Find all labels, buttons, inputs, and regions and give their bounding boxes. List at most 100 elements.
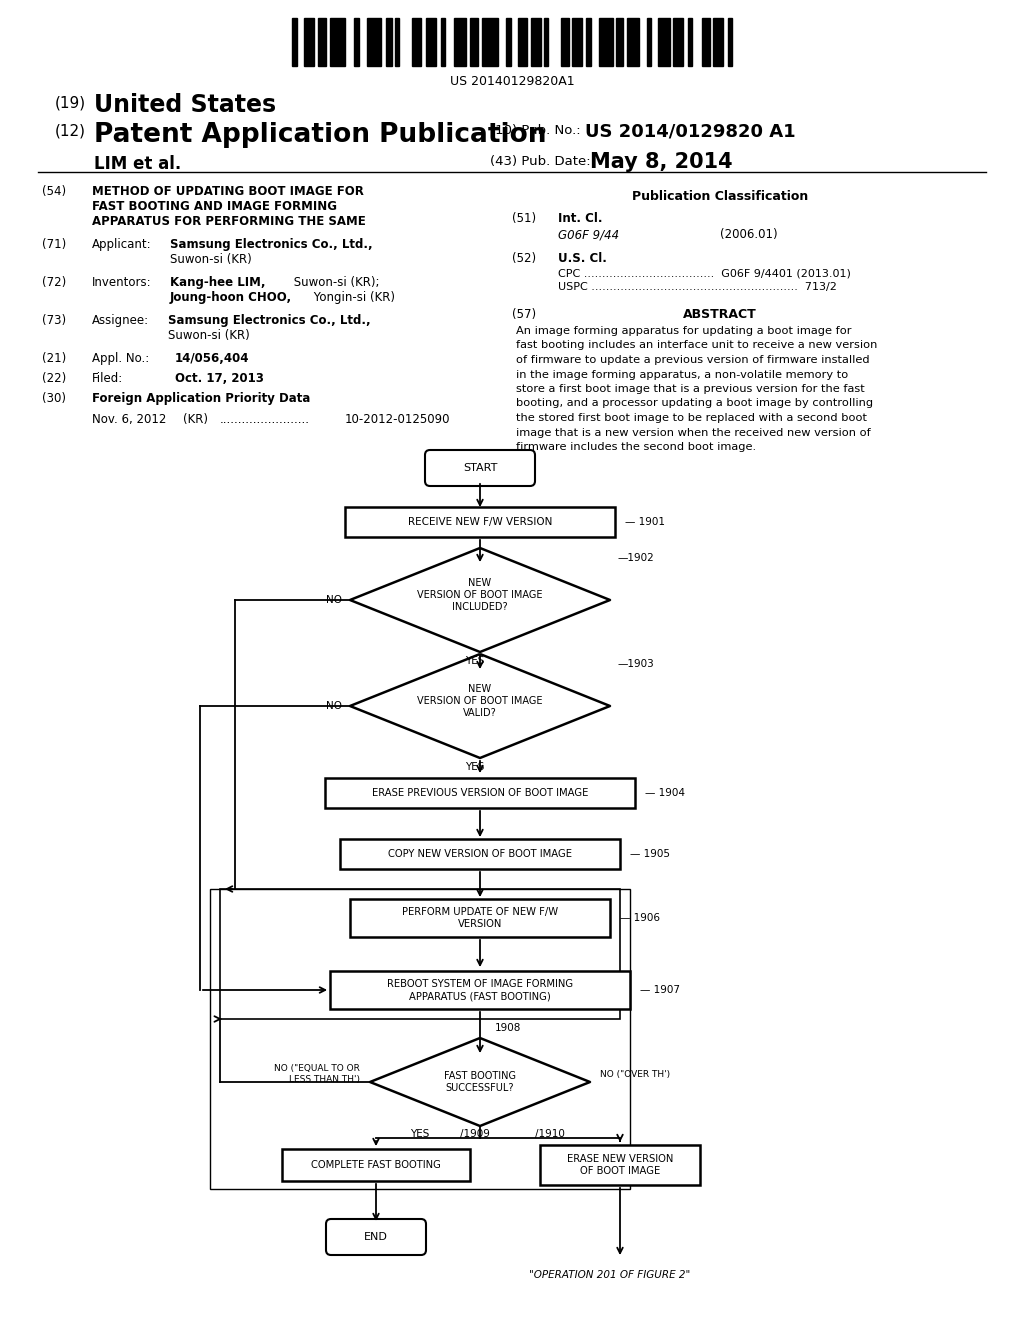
Text: Joung-hoon CHOO,: Joung-hoon CHOO,: [170, 290, 292, 304]
Text: fast booting includes an interface unit to receive a new version: fast booting includes an interface unit …: [516, 341, 878, 351]
Bar: [599, 18, 613, 66]
Text: NEW
VERSION OF BOOT IMAGE
INCLUDED?: NEW VERSION OF BOOT IMAGE INCLUDED?: [417, 578, 543, 612]
Text: NO ("OVER TH'): NO ("OVER TH'): [600, 1069, 670, 1078]
Text: Publication Classification: Publication Classification: [632, 190, 808, 203]
Text: 1908: 1908: [495, 1023, 521, 1034]
Bar: [714, 18, 723, 66]
Text: FAST BOOTING
SUCCESSFUL?: FAST BOOTING SUCCESSFUL?: [444, 1071, 516, 1093]
FancyBboxPatch shape: [330, 972, 630, 1008]
Text: YES: YES: [465, 762, 484, 772]
Bar: [292, 18, 297, 66]
Text: REBOOT SYSTEM OF IMAGE FORMING
APPARATUS (FAST BOOTING): REBOOT SYSTEM OF IMAGE FORMING APPARATUS…: [387, 979, 573, 1001]
Bar: [616, 18, 624, 66]
Text: — 1901: — 1901: [625, 517, 665, 527]
Text: 14/056,404: 14/056,404: [175, 352, 250, 366]
Text: firmware includes the second boot image.: firmware includes the second boot image.: [516, 442, 756, 451]
Text: —1903: —1903: [618, 659, 654, 669]
Bar: [482, 18, 498, 66]
Text: CPC ....................................  G06F 9/4401 (2013.01): CPC ....................................…: [558, 268, 851, 279]
Text: LIM et al.: LIM et al.: [94, 154, 181, 173]
Text: (57): (57): [512, 308, 537, 321]
Text: RECEIVE NEW F/W VERSION: RECEIVE NEW F/W VERSION: [408, 517, 552, 527]
Text: Samsung Electronics Co., Ltd.,: Samsung Electronics Co., Ltd.,: [170, 238, 373, 251]
Bar: [627, 18, 639, 66]
Text: Filed:: Filed:: [92, 372, 123, 385]
Text: START: START: [463, 463, 498, 473]
Text: Suwon-si (KR);: Suwon-si (KR);: [290, 276, 380, 289]
Bar: [687, 18, 692, 66]
Text: U.S. Cl.: U.S. Cl.: [558, 252, 607, 265]
Text: US 20140129820A1: US 20140129820A1: [450, 75, 574, 88]
Text: APPARATUS FOR PERFORMING THE SAME: APPARATUS FOR PERFORMING THE SAME: [92, 215, 366, 228]
Bar: [544, 18, 548, 66]
Text: image that is a new version when the received new version of: image that is a new version when the rec…: [516, 428, 870, 437]
Bar: [646, 18, 651, 66]
Text: ........................: ........................: [220, 413, 310, 426]
Text: END: END: [365, 1232, 388, 1242]
Text: FAST BOOTING AND IMAGE FORMING: FAST BOOTING AND IMAGE FORMING: [92, 201, 337, 213]
Bar: [657, 18, 670, 66]
Bar: [304, 18, 314, 66]
Text: United States: United States: [94, 92, 276, 117]
Text: store a first boot image that is a previous version for the fast: store a first boot image that is a previ…: [516, 384, 864, 393]
Text: (12): (12): [55, 124, 86, 139]
Text: Appl. No.:: Appl. No.:: [92, 352, 150, 366]
Text: "OPERATION 201 OF FIGURE 2": "OPERATION 201 OF FIGURE 2": [529, 1270, 690, 1280]
Text: — 1905: — 1905: [630, 849, 670, 859]
Text: 10-2012-0125090: 10-2012-0125090: [345, 413, 451, 426]
Text: (10) Pub. No.:: (10) Pub. No.:: [490, 124, 581, 137]
Text: Suwon-si (KR): Suwon-si (KR): [168, 329, 250, 342]
Text: Foreign Application Priority Data: Foreign Application Priority Data: [92, 392, 310, 405]
Text: (21): (21): [42, 352, 67, 366]
FancyBboxPatch shape: [326, 1218, 426, 1255]
Bar: [572, 18, 582, 66]
FancyBboxPatch shape: [282, 1148, 470, 1181]
Text: (72): (72): [42, 276, 67, 289]
Text: — 1906: — 1906: [620, 913, 660, 923]
Text: Yongin-si (KR): Yongin-si (KR): [310, 290, 395, 304]
FancyBboxPatch shape: [540, 1144, 700, 1185]
Text: (52): (52): [512, 252, 537, 265]
Text: —1902: —1902: [618, 553, 654, 564]
Text: May 8, 2014: May 8, 2014: [590, 152, 732, 172]
Bar: [412, 18, 422, 66]
FancyBboxPatch shape: [350, 899, 610, 937]
Text: An image forming apparatus for updating a boot image for: An image forming apparatus for updating …: [516, 326, 852, 337]
FancyBboxPatch shape: [340, 840, 620, 869]
Text: G06F 9/44: G06F 9/44: [558, 228, 620, 242]
Text: (19): (19): [55, 95, 86, 110]
Text: NO ("EQUAL TO OR
LESS THAN TH'): NO ("EQUAL TO OR LESS THAN TH'): [274, 1064, 360, 1084]
Text: USPC .........................................................  713/2: USPC ...................................…: [558, 282, 837, 292]
Bar: [317, 18, 326, 66]
Text: Assignee:: Assignee:: [92, 314, 150, 327]
Text: ERASE NEW VERSION
OF BOOT IMAGE: ERASE NEW VERSION OF BOOT IMAGE: [567, 1154, 673, 1176]
Text: YES: YES: [465, 656, 484, 667]
Bar: [531, 18, 542, 66]
Text: (73): (73): [42, 314, 67, 327]
Text: Oct. 17, 2013: Oct. 17, 2013: [175, 372, 264, 385]
Text: METHOD OF UPDATING BOOT IMAGE FOR: METHOD OF UPDATING BOOT IMAGE FOR: [92, 185, 364, 198]
Text: of firmware to update a previous version of firmware installed: of firmware to update a previous version…: [516, 355, 869, 366]
Text: /1909: /1909: [460, 1129, 489, 1139]
Text: ABSTRACT: ABSTRACT: [683, 308, 757, 321]
Bar: [455, 18, 466, 66]
Text: (51): (51): [512, 213, 537, 224]
Text: Inventors:: Inventors:: [92, 276, 152, 289]
Text: COMPLETE FAST BOOTING: COMPLETE FAST BOOTING: [311, 1160, 441, 1170]
Bar: [368, 18, 381, 66]
Text: YES: YES: [411, 1129, 430, 1139]
Text: ERASE PREVIOUS VERSION OF BOOT IMAGE: ERASE PREVIOUS VERSION OF BOOT IMAGE: [372, 788, 588, 799]
Text: Kang-hee LIM,: Kang-hee LIM,: [170, 276, 265, 289]
Text: (2006.01): (2006.01): [720, 228, 777, 242]
Text: booting, and a processor updating a boot image by controlling: booting, and a processor updating a boot…: [516, 399, 873, 408]
Text: NO: NO: [326, 595, 342, 605]
Bar: [701, 18, 710, 66]
Bar: [426, 18, 436, 66]
Text: PERFORM UPDATE OF NEW F/W
VERSION: PERFORM UPDATE OF NEW F/W VERSION: [402, 907, 558, 929]
Text: — 1904: — 1904: [645, 788, 685, 799]
Bar: [386, 18, 392, 66]
Bar: [518, 18, 526, 66]
Text: /1910: /1910: [535, 1129, 565, 1139]
FancyBboxPatch shape: [325, 777, 635, 808]
Text: (54): (54): [42, 185, 67, 198]
